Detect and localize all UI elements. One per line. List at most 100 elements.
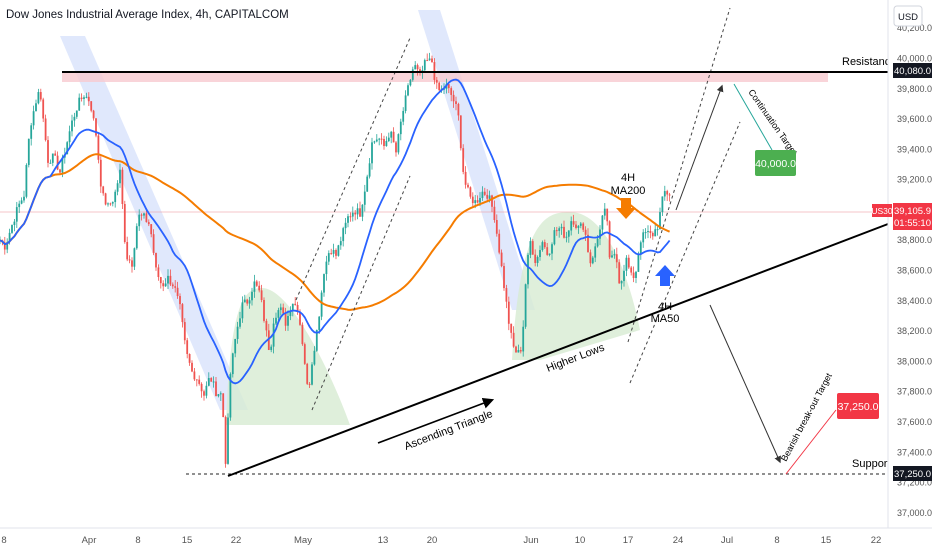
candle: [174, 280, 177, 293]
candle: [188, 353, 191, 366]
candle: [387, 132, 390, 143]
candle: [78, 93, 81, 111]
candle: [265, 318, 268, 337]
candle: [426, 53, 429, 62]
candle: [625, 255, 628, 277]
accumulation-dome-1: [226, 288, 350, 425]
candle: [97, 132, 100, 164]
x-tick-label: Jul: [721, 535, 733, 546]
y-tick-label: 37,800.0: [897, 387, 932, 397]
bearish-target-line: [785, 409, 837, 475]
candle: [543, 239, 546, 249]
candle: [35, 99, 37, 112]
candle: [205, 381, 208, 399]
candle: [284, 307, 287, 331]
candle: [162, 280, 165, 292]
candle: [351, 206, 354, 222]
candle: [522, 320, 525, 357]
candle: [503, 262, 505, 291]
candle: [215, 377, 217, 397]
candle: [301, 322, 304, 346]
candle: [253, 274, 256, 298]
candle: [6, 238, 9, 254]
y-tick-label: 38,000.0: [897, 356, 932, 366]
candle: [325, 255, 328, 281]
time-axis[interactable]: 8 Apr 8 15 22 May 13 20 Jun 10 17 24 Jul 8 15 22: [0, 527, 932, 550]
candle: [236, 321, 239, 344]
candle: [347, 213, 349, 228]
candle: [186, 337, 189, 359]
candle: [519, 346, 522, 354]
candle: [613, 249, 616, 259]
candle: [126, 236, 129, 262]
candle: [366, 174, 369, 192]
currency-badge[interactable]: USD: [893, 5, 923, 27]
candle: [311, 362, 313, 386]
candle: [534, 249, 537, 267]
candle: [471, 192, 474, 208]
candle: [339, 236, 342, 250]
candle: [507, 296, 510, 331]
candle: [337, 244, 340, 257]
candle: [591, 255, 594, 265]
candle: [539, 245, 541, 261]
ma200-arrow-icon: [616, 198, 636, 219]
channel-line-2b: [629, 121, 741, 384]
candle: [495, 214, 498, 237]
candle: [375, 134, 378, 143]
candle: [553, 227, 556, 246]
candle: [344, 217, 347, 235]
candle: [546, 242, 549, 256]
candle: [349, 212, 352, 222]
candle: [44, 114, 47, 142]
candle: [80, 93, 83, 102]
symbol-price-tag: US30: [871, 204, 893, 217]
candle: [431, 55, 433, 63]
candle: [272, 317, 275, 354]
candle: [491, 194, 493, 213]
candle: [85, 92, 88, 99]
x-tick-label: Jun: [523, 535, 538, 546]
candle: [102, 185, 105, 196]
price-axis[interactable]: 40,200.0 40,000.0 39,800.0 39,600.0 39,400.0…: [871, 0, 932, 528]
candle: [32, 105, 35, 130]
candle: [47, 136, 49, 168]
ascending-trendline: [227, 223, 889, 477]
candle: [219, 391, 222, 401]
candle: [531, 239, 534, 255]
candle: [267, 323, 270, 351]
candle: [327, 250, 330, 266]
candle: [560, 223, 563, 235]
candle: [224, 415, 227, 468]
candle: [258, 281, 261, 293]
candle: [651, 231, 654, 240]
candle: [243, 294, 246, 303]
ma200-label-line2: MA200: [611, 185, 646, 197]
candle: [275, 312, 277, 325]
candle: [294, 297, 297, 306]
candle: [390, 130, 393, 144]
candle: [423, 58, 426, 72]
candle: [563, 220, 565, 239]
bearish-arrow: [709, 304, 781, 464]
candle: [469, 186, 472, 199]
candle: [11, 224, 13, 234]
candle: [647, 225, 649, 239]
x-tick-label: 15: [182, 535, 193, 546]
y-tick-label: 37,000.0: [897, 508, 932, 518]
candle: [251, 287, 253, 306]
candle: [635, 270, 637, 284]
y-tick-label: 38,400.0: [897, 296, 932, 306]
candle: [143, 212, 145, 219]
candle: [155, 252, 157, 271]
candle: [512, 326, 515, 348]
candle: [140, 213, 143, 221]
candle: [270, 344, 273, 353]
candle: [527, 252, 529, 289]
candle: [457, 102, 460, 121]
channel-line-1b: [311, 175, 411, 411]
candle: [27, 138, 30, 168]
chart-title: Dow Jones Industrial Average Index, 4h, …: [6, 9, 289, 21]
